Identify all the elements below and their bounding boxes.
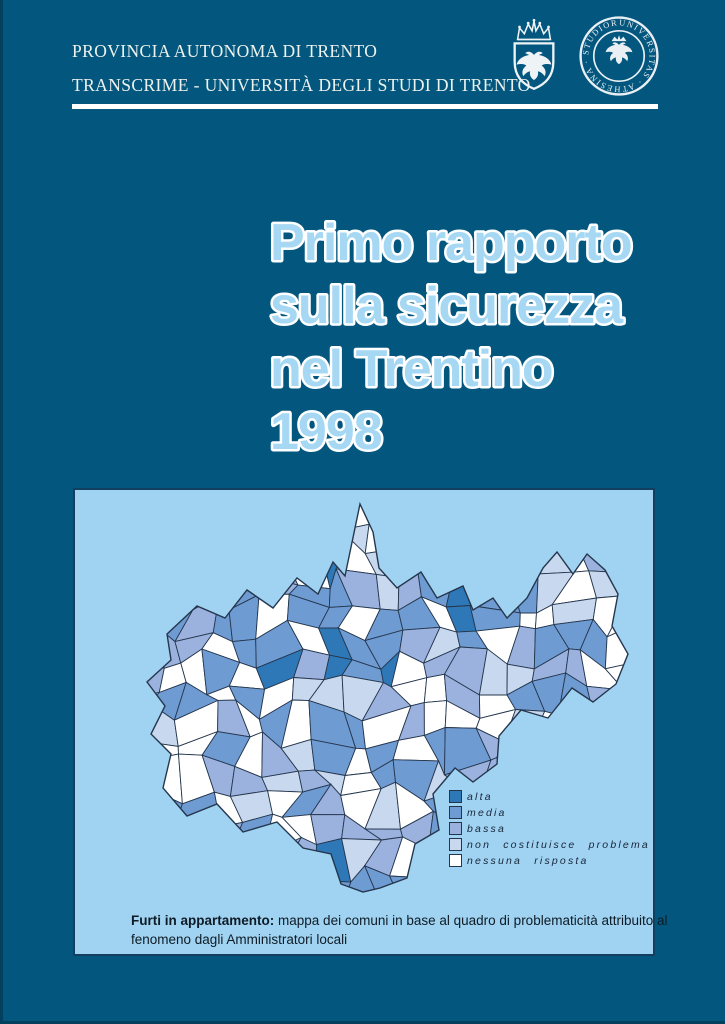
- legend-row: alta: [449, 790, 650, 803]
- publisher-line-1: PROVINCIA AUTONOMA DI TRENTO: [72, 41, 378, 61]
- university-trento-seal-icon: UNIVERSITAS · ATHESINA · STUDIORUM ·: [577, 14, 659, 96]
- header-divider: [72, 104, 658, 109]
- publisher-block: PROVINCIA AUTONOMA DI TRENTO TRANSCRIME …: [72, 34, 531, 102]
- legend-label: media: [467, 806, 507, 819]
- map-legend: alta media bassa non costituisce problema ne…: [449, 790, 650, 870]
- map-panel: alta media bassa non costituisce problema ne…: [73, 488, 668, 956]
- title-line-2: sulla sicurezza: [270, 277, 624, 335]
- legend-label: non costituisce problema: [467, 838, 650, 851]
- legend-row: bassa: [449, 822, 650, 835]
- caption-lead: Furti in appartamento:: [131, 913, 275, 928]
- emblems: UNIVERSITAS · ATHESINA · STUDIORUM ·: [505, 14, 661, 98]
- title-line-4: 1998: [270, 403, 382, 461]
- provincia-trento-crest-icon: [513, 18, 555, 91]
- publisher-line-2: TRANSCRIME - UNIVERSITÀ DEGLI STUDI DI T…: [72, 75, 531, 95]
- legend-label: bassa: [467, 822, 507, 835]
- legend-swatch-icon: [449, 790, 462, 803]
- title-block: Primo rapporto sulla sicurezza nel Trent…: [268, 212, 636, 464]
- title-line-1: Primo rapporto: [270, 214, 632, 272]
- legend-swatch-icon: [449, 854, 462, 867]
- legend-swatch-icon: [449, 806, 462, 819]
- legend-swatch-icon: [449, 838, 462, 851]
- trentino-map: [77, 496, 637, 900]
- map-caption: Furti in appartamento: mappa dei comuni …: [131, 911, 679, 949]
- legend-swatch-icon: [449, 822, 462, 835]
- legend-row: non costituisce problema: [449, 838, 650, 851]
- legend-row: nessuna risposta: [449, 854, 650, 867]
- caption-text: mappa dei comuni in base al quadro di pr…: [131, 913, 668, 948]
- title-line-3: nel Trentino: [270, 340, 553, 398]
- legend-label: nessuna risposta: [467, 854, 589, 867]
- legend-row: media: [449, 806, 650, 819]
- legend-label: alta: [467, 790, 493, 803]
